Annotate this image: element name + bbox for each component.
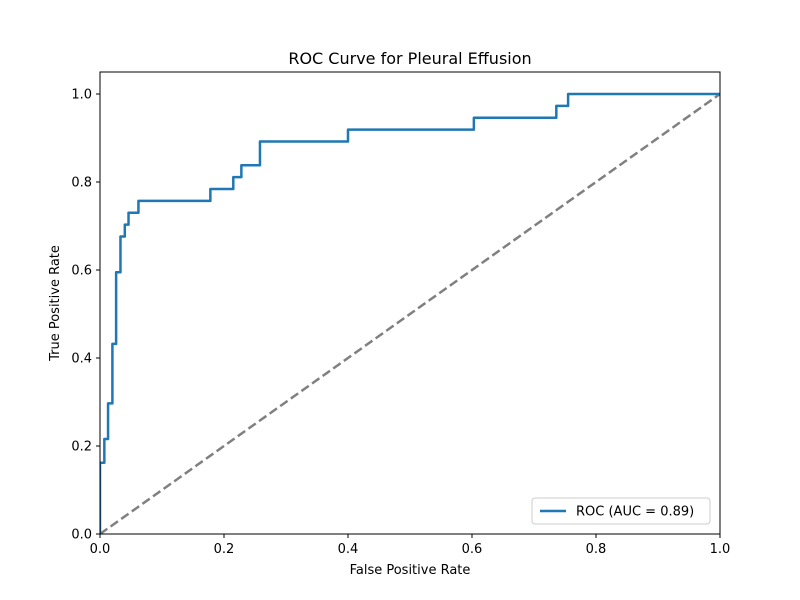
chance-diagonal-line — [100, 92, 720, 534]
x-tick-label: 0.6 — [462, 542, 483, 557]
x-axis-label: False Positive Rate — [350, 563, 471, 578]
y-axis-label: True Positive Rate — [48, 245, 63, 362]
x-tick-label: 0.2 — [214, 542, 235, 557]
axis-ticks: 0.0 0.2 0.4 0.6 0.8 1.0 0.0 0.2 0.4 0.6 0.8 1.0 — [71, 88, 730, 558]
legend: ROC (AUC = 0.89) — [531, 497, 711, 525]
y-tick-label: 0.0 — [71, 528, 92, 543]
y-tick-label: 1.0 — [71, 88, 92, 103]
y-tick-label: 0.8 — [71, 176, 92, 191]
y-tick-label: 0.2 — [71, 440, 92, 455]
roc-curve-line — [100, 92, 720, 534]
x-tick-label: 0.4 — [338, 542, 359, 557]
plot-area — [99, 71, 721, 535]
legend-box — [531, 497, 711, 525]
chart-title: ROC Curve for Pleural Effusion — [288, 49, 531, 68]
x-tick-label: 1.0 — [710, 542, 731, 557]
y-tick-label: 0.4 — [71, 352, 92, 367]
x-tick-label: 0.8 — [586, 542, 607, 557]
y-tick-label: 0.6 — [71, 264, 92, 279]
axes-frame — [99, 71, 721, 535]
x-tick-label: 0.0 — [90, 542, 111, 557]
legend-label: ROC (AUC = 0.89) — [576, 505, 694, 520]
